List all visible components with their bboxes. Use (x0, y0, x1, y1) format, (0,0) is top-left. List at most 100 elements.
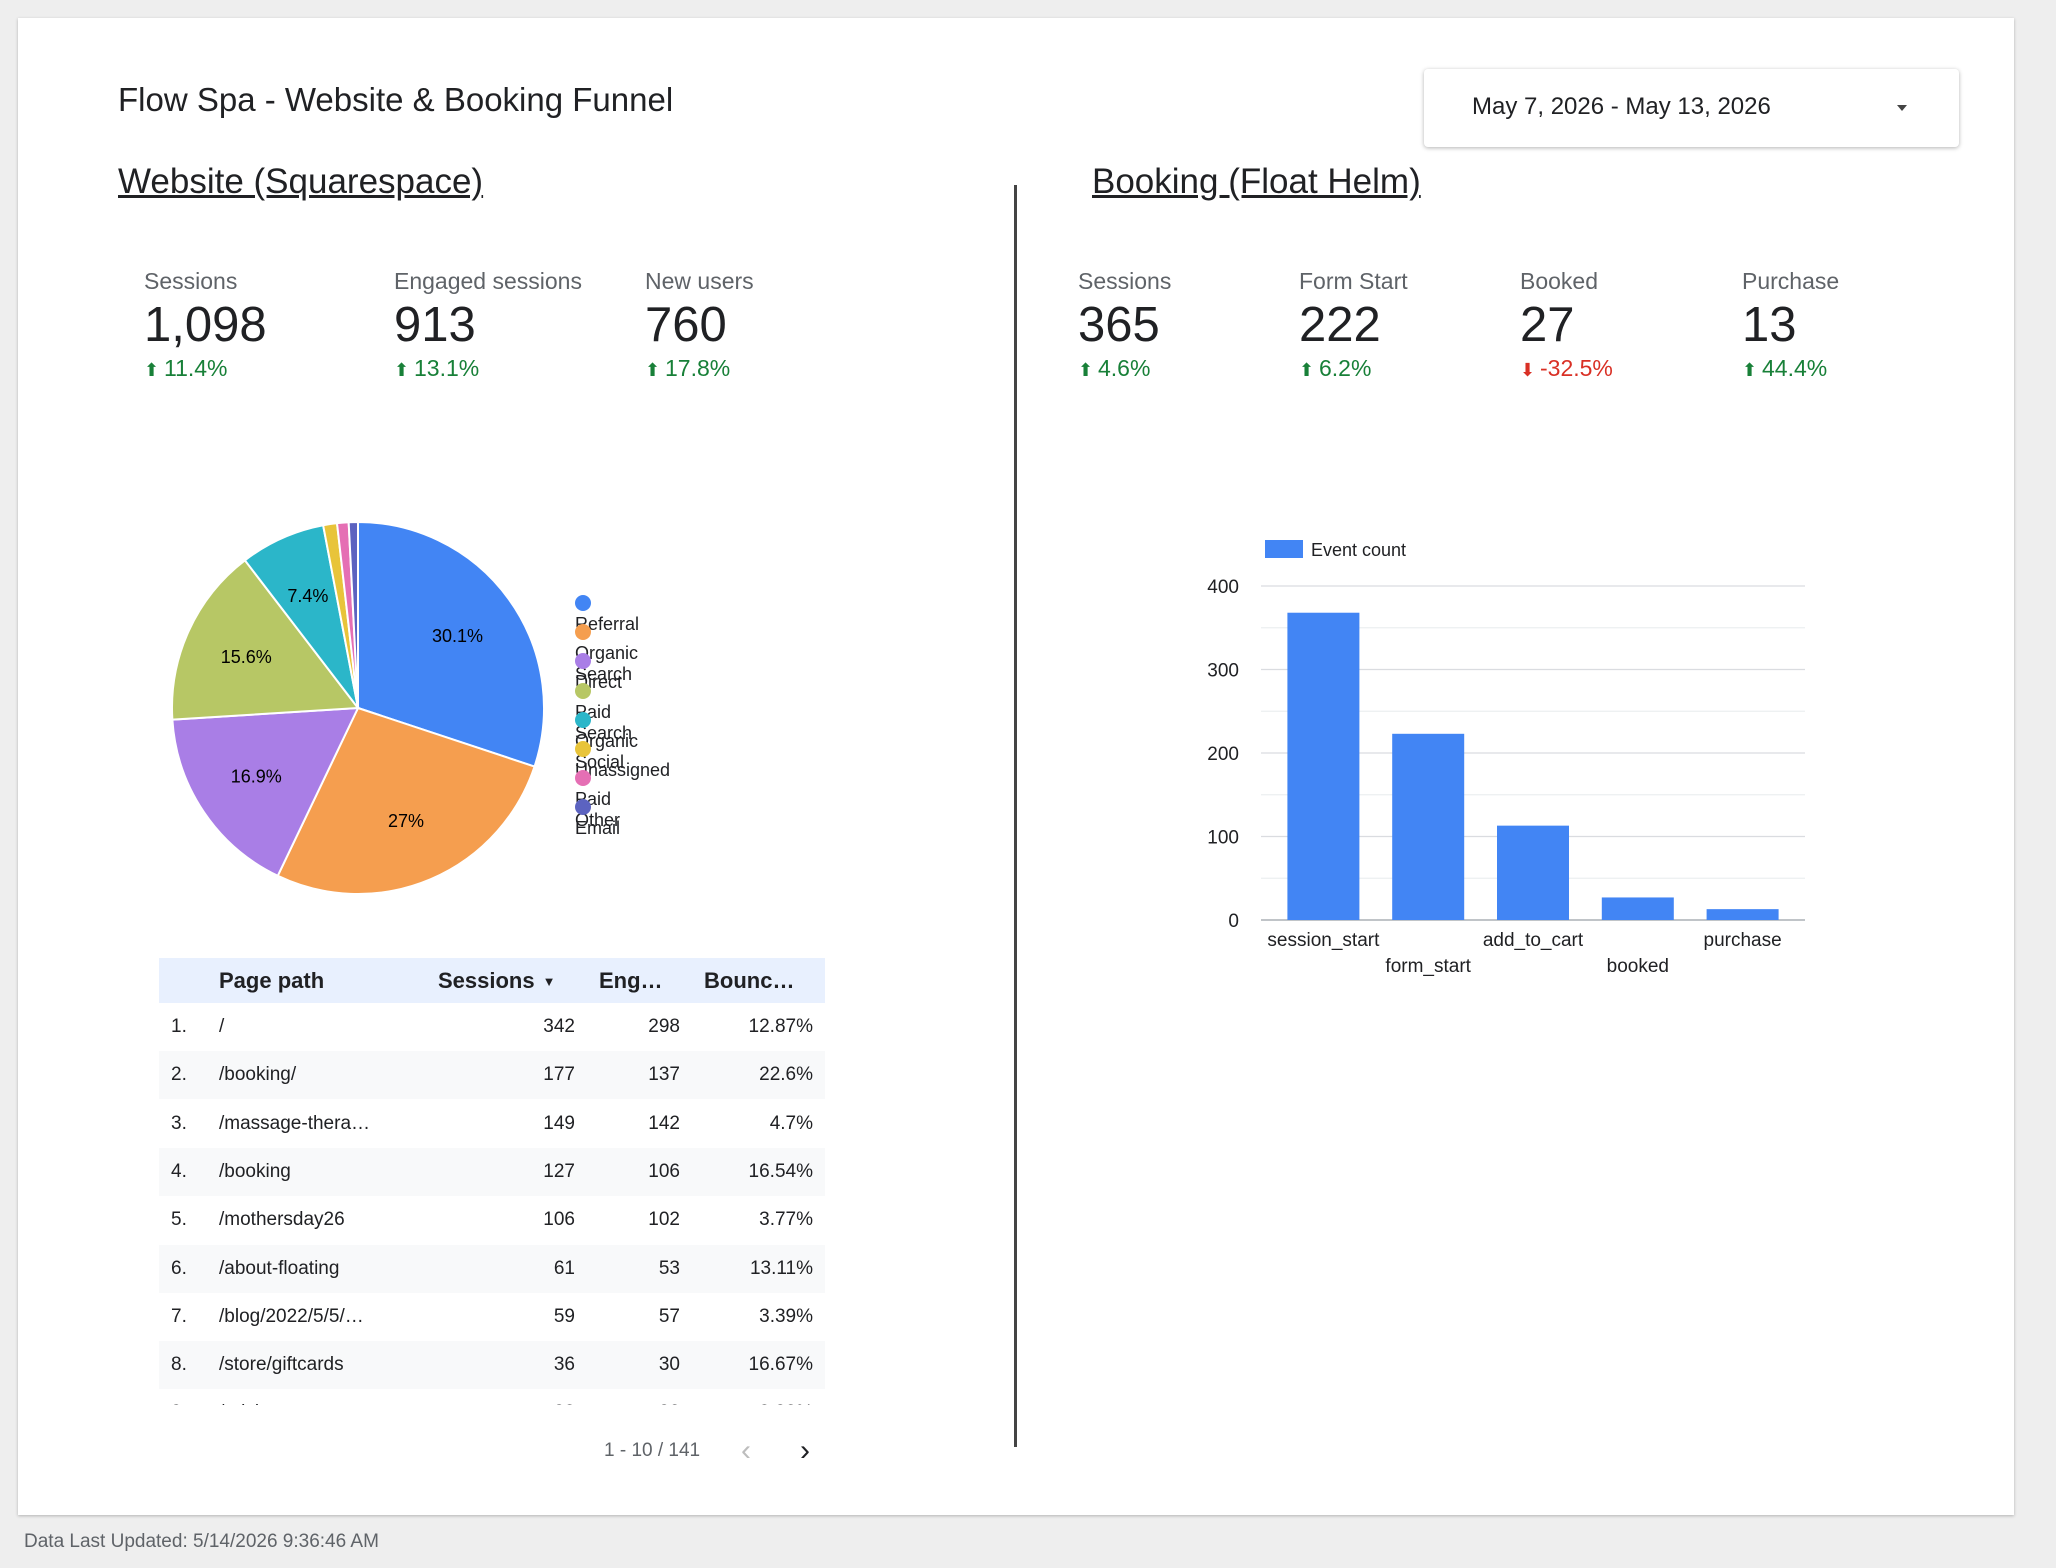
table-header: Page path Sessions ▼ Eng… Bounc… (159, 958, 825, 1003)
bar-purchase[interactable] (1706, 909, 1779, 920)
legend-item[interactable]: Email (575, 797, 620, 838)
pie-slice-organic-search[interactable] (276, 706, 536, 895)
cell-idx: 5. (171, 1209, 187, 1231)
table-row[interactable]: 1. / 342 298 12.87% (159, 1003, 825, 1051)
cell-bounce: 22.6% (759, 1064, 813, 1086)
cell-engaged: 106 (648, 1160, 680, 1182)
arrow-down-icon: ⬇ (1520, 360, 1536, 380)
kpi-delta: ⬆ 4.6% (1078, 355, 1151, 381)
report-canvas: Flow Spa - Website & Booking Funnel May … (18, 18, 2014, 1515)
website-section-title: Website (Squarespace) (118, 162, 484, 201)
cell-bounce: 4.7% (769, 1112, 813, 1134)
x-tick-label: form_start (1385, 956, 1471, 977)
pie-slice-direct[interactable] (171, 706, 360, 878)
kpi-delta: ⬆ 44.4% (1742, 355, 1828, 381)
legend-item[interactable]: Organic Social (575, 710, 638, 772)
table-row[interactable]: 6. /about-floating 61 53 13.11% (159, 1244, 825, 1293)
kpi-value: 13 (1742, 298, 1797, 352)
y-tick-label: 0 (1228, 911, 1239, 932)
cell-idx: 2. (171, 1064, 187, 1086)
cell-bounce: 3.77% (759, 1209, 813, 1231)
website-kpi-engaged-sessions: Engaged sessions 913 ⬆ 13.1% (394, 268, 582, 382)
next-page-icon[interactable]: › (800, 1434, 810, 1467)
cell-engaged: 53 (658, 1257, 680, 1279)
cell-path: /about-floating (219, 1257, 340, 1279)
legend-swatch (575, 595, 591, 611)
cell-idx: 1. (171, 1016, 187, 1037)
cell-bounce: 16.67% (748, 1354, 813, 1376)
table-row[interactable]: 2. /booking/177 137 22.6% (159, 1051, 825, 1100)
table-row[interactable]: 9. /pricing 33 32 3.03% (159, 1389, 825, 1405)
booking-section-title: Booking (Float Helm) (1092, 162, 1421, 201)
cell-bounce: 13.11% (749, 1257, 813, 1279)
table-row[interactable]: 4. /booking 127 106 16.54% (159, 1147, 825, 1196)
bar-booked[interactable] (1601, 897, 1674, 920)
pie-slice-label: 30.1% (432, 626, 483, 646)
website-kpi-new-users: New users 760 ⬆ 17.8% (645, 268, 754, 382)
kpi-delta: ⬆ 11.4% (144, 355, 228, 381)
legend-swatch (575, 653, 591, 670)
cell-idx: 4. (171, 1160, 187, 1182)
bar-form-start[interactable] (1392, 733, 1465, 920)
cell-path: /booking/ (219, 1064, 297, 1086)
cell-sessions: 36 (553, 1354, 575, 1376)
pie-slice-label: 7.4% (287, 586, 328, 606)
y-tick-label: 300 (1207, 661, 1239, 682)
header-engaged[interactable]: Eng… (599, 968, 663, 993)
cell-engaged: 30 (658, 1354, 680, 1376)
booking-kpi-sessions: Sessions 365 ⬆ 4.6% (1078, 268, 1171, 382)
header-bounce[interactable]: Bounc… (704, 968, 795, 993)
table-row[interactable]: 8. /store/giftcards 36 30 16.67% (159, 1341, 825, 1390)
legend-swatch (1265, 540, 1303, 558)
kpi-label: Sessions (144, 268, 238, 294)
pie-slice-email[interactable] (347, 520, 359, 709)
legend-swatch (575, 624, 591, 641)
legend-item[interactable]: Organic Search (575, 622, 638, 684)
table-row[interactable]: 7. /blog/2022/5/5/… 59 57 3.39% (159, 1293, 825, 1341)
arrow-up-icon: ⬆ (1299, 360, 1315, 380)
y-tick-label: 400 (1207, 577, 1239, 598)
cell-idx: 9. (171, 1402, 187, 1405)
legend-item[interactable]: Paid Other (575, 768, 620, 830)
cell-idx: 8. (171, 1354, 187, 1376)
bar-add-to-cart[interactable] (1497, 825, 1569, 920)
kpi-value: 760 (645, 298, 727, 352)
legend-item[interactable]: Paid Search (575, 681, 632, 743)
kpi-delta: ⬇ -32.5% (1520, 355, 1613, 381)
header-page-path[interactable]: Page path (219, 968, 325, 993)
legend-item[interactable]: Unassigned (575, 739, 670, 780)
kpi-value: 222 (1299, 298, 1381, 352)
cell-engaged: 57 (658, 1305, 680, 1327)
cell-path: /mothersday26 (219, 1209, 345, 1231)
bar-session-start[interactable] (1287, 612, 1360, 920)
legend-swatch (575, 711, 591, 728)
legend-label[interactable]: Event count (1311, 540, 1406, 560)
pagination-label: 1 - 10 / 141 (604, 1440, 701, 1461)
kpi-label: Booked (1520, 268, 1599, 294)
prev-page-icon[interactable]: ‹ (741, 1434, 751, 1467)
pie-slice-paid-search[interactable] (171, 558, 360, 721)
table-body[interactable]: 1. / 342 298 12.87% 2. /booking/177 137 22.6% 3. /… (159, 958, 825, 1405)
legend-item[interactable]: Direct (575, 651, 622, 692)
booking-kpi-booked: Booked 27 ⬇ -32.5% (1520, 268, 1613, 382)
legend-label: Email (575, 818, 621, 839)
kpi-delta: ⬆ 13.1% (394, 355, 480, 381)
date-range-picker[interactable]: May 7, 2026 - May 13, 2026 (1424, 69, 1959, 147)
date-range-value: May 7, 2026 - May 13, 2026 (1472, 93, 1771, 120)
legend-item[interactable]: Referral (575, 593, 639, 634)
legend-swatch (575, 682, 591, 699)
header-sessions[interactable]: Sessions ▼ (438, 968, 556, 993)
table-row[interactable]: 5. /mothersday26 106 102 3.77% (159, 1196, 825, 1244)
cell-idx: 7. (171, 1305, 187, 1327)
x-tick-label: booked (1607, 956, 1669, 977)
legend-label: Organic Social (575, 730, 639, 772)
arrow-up-icon: ⬆ (144, 360, 160, 380)
x-tick-label: add_to_cart (1483, 930, 1584, 951)
kpi-value: 365 (1078, 298, 1160, 352)
cell-path: /massage-thera… (219, 1112, 371, 1134)
table-row[interactable]: 3. /massage-thera… 149 142 4.7% (159, 1100, 825, 1148)
pie-slice-referral[interactable] (357, 520, 545, 768)
kpi-label: Sessions (1078, 268, 1172, 294)
channel-pie-chart[interactable]: 30.1% 27% 16.9% 15.6% 7.4% (148, 498, 568, 918)
